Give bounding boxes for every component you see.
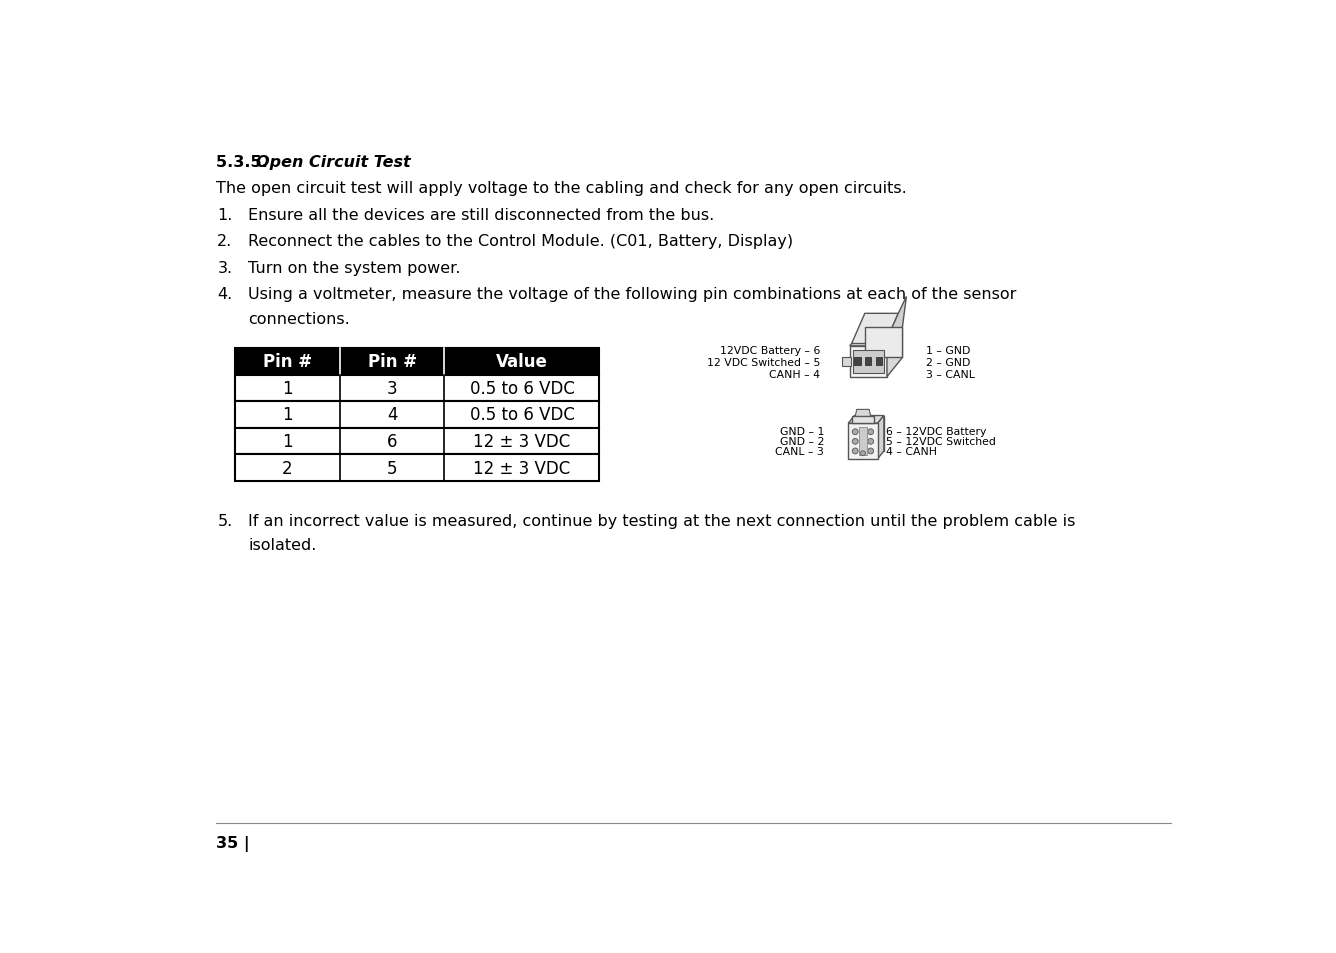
Text: Open Circuit Test: Open Circuit Test	[257, 154, 410, 170]
Text: 5.: 5.	[218, 514, 232, 529]
Text: isolated.: isolated.	[248, 537, 317, 553]
Circle shape	[852, 449, 858, 455]
Text: 2 – GND: 2 – GND	[926, 357, 970, 368]
Text: 4: 4	[387, 406, 397, 424]
Text: 3 – CANL: 3 – CANL	[926, 369, 974, 379]
Text: 1: 1	[282, 406, 293, 424]
Text: 12 VDC Switched – 5: 12 VDC Switched – 5	[707, 357, 820, 368]
Bar	[235, 349, 600, 375]
Text: 5: 5	[387, 459, 397, 477]
Text: Value: Value	[496, 353, 548, 371]
Polygon shape	[848, 416, 884, 424]
Text: 5.3.5.: 5.3.5.	[216, 154, 279, 170]
Text: 2: 2	[282, 459, 293, 477]
Text: The open circuit test will apply voltage to the cabling and check for any open c: The open circuit test will apply voltage…	[216, 181, 907, 196]
Text: 1.: 1.	[218, 208, 232, 222]
Text: 0.5 to 6 VDC: 0.5 to 6 VDC	[469, 406, 574, 424]
Text: Pin #: Pin #	[263, 353, 313, 371]
Bar	[866, 357, 871, 366]
Text: Ensure all the devices are still disconnected from the bus.: Ensure all the devices are still disconn…	[248, 208, 715, 222]
Circle shape	[868, 430, 874, 436]
Polygon shape	[855, 410, 871, 416]
Text: Pin #: Pin #	[367, 353, 417, 371]
Text: 1 – GND: 1 – GND	[926, 346, 970, 356]
Bar	[235, 375, 600, 401]
Text: 2.: 2.	[218, 234, 232, 249]
Text: 12VDC Battery – 6: 12VDC Battery – 6	[720, 346, 820, 356]
Polygon shape	[848, 424, 878, 459]
Polygon shape	[886, 297, 906, 344]
Text: GND – 1: GND – 1	[780, 427, 824, 436]
Text: GND – 2: GND – 2	[780, 436, 824, 447]
Bar	[235, 428, 600, 455]
Text: CANL – 3: CANL – 3	[775, 446, 824, 456]
Bar	[855, 357, 860, 366]
Text: 6 – 12VDC Battery: 6 – 12VDC Battery	[886, 427, 986, 436]
Polygon shape	[887, 327, 903, 377]
Polygon shape	[851, 314, 898, 344]
Text: Turn on the system power.: Turn on the system power.	[248, 260, 461, 275]
Text: CANH – 4: CANH – 4	[770, 369, 820, 379]
Circle shape	[868, 439, 874, 445]
Text: 5 – 12VDC Switched: 5 – 12VDC Switched	[886, 436, 997, 447]
Text: Using a voltmeter, measure the voltage of the following pin combinations at each: Using a voltmeter, measure the voltage o…	[248, 287, 1017, 302]
Text: 35 |: 35 |	[216, 835, 250, 851]
Bar	[842, 357, 851, 367]
Text: 4 – CANH: 4 – CANH	[886, 446, 937, 456]
Text: 3.: 3.	[218, 260, 232, 275]
Bar	[235, 401, 600, 428]
Circle shape	[860, 452, 866, 456]
Polygon shape	[850, 327, 903, 347]
Text: 6: 6	[387, 433, 397, 451]
Text: 12 ± 3 VDC: 12 ± 3 VDC	[473, 459, 570, 477]
Polygon shape	[855, 416, 884, 452]
Text: If an incorrect value is measured, continue by testing at the next connection un: If an incorrect value is measured, conti…	[248, 514, 1075, 529]
Bar	[859, 428, 867, 456]
Text: 0.5 to 6 VDC: 0.5 to 6 VDC	[469, 379, 574, 397]
Text: 1: 1	[282, 433, 293, 451]
Circle shape	[852, 439, 858, 445]
Bar	[235, 455, 600, 481]
Polygon shape	[866, 327, 903, 358]
Text: connections.: connections.	[248, 312, 350, 327]
Polygon shape	[878, 416, 884, 459]
Text: 1: 1	[282, 379, 293, 397]
Text: 4.: 4.	[218, 287, 232, 302]
Text: 3: 3	[387, 379, 397, 397]
Bar	[852, 416, 874, 424]
Circle shape	[852, 430, 858, 436]
Text: Reconnect the cables to the Control Module. (C01, Battery, Display): Reconnect the cables to the Control Modu…	[248, 234, 794, 249]
Text: 12 ± 3 VDC: 12 ± 3 VDC	[473, 433, 570, 451]
Bar	[876, 357, 882, 366]
Circle shape	[868, 449, 874, 455]
Bar	[852, 351, 884, 374]
Polygon shape	[850, 347, 887, 377]
